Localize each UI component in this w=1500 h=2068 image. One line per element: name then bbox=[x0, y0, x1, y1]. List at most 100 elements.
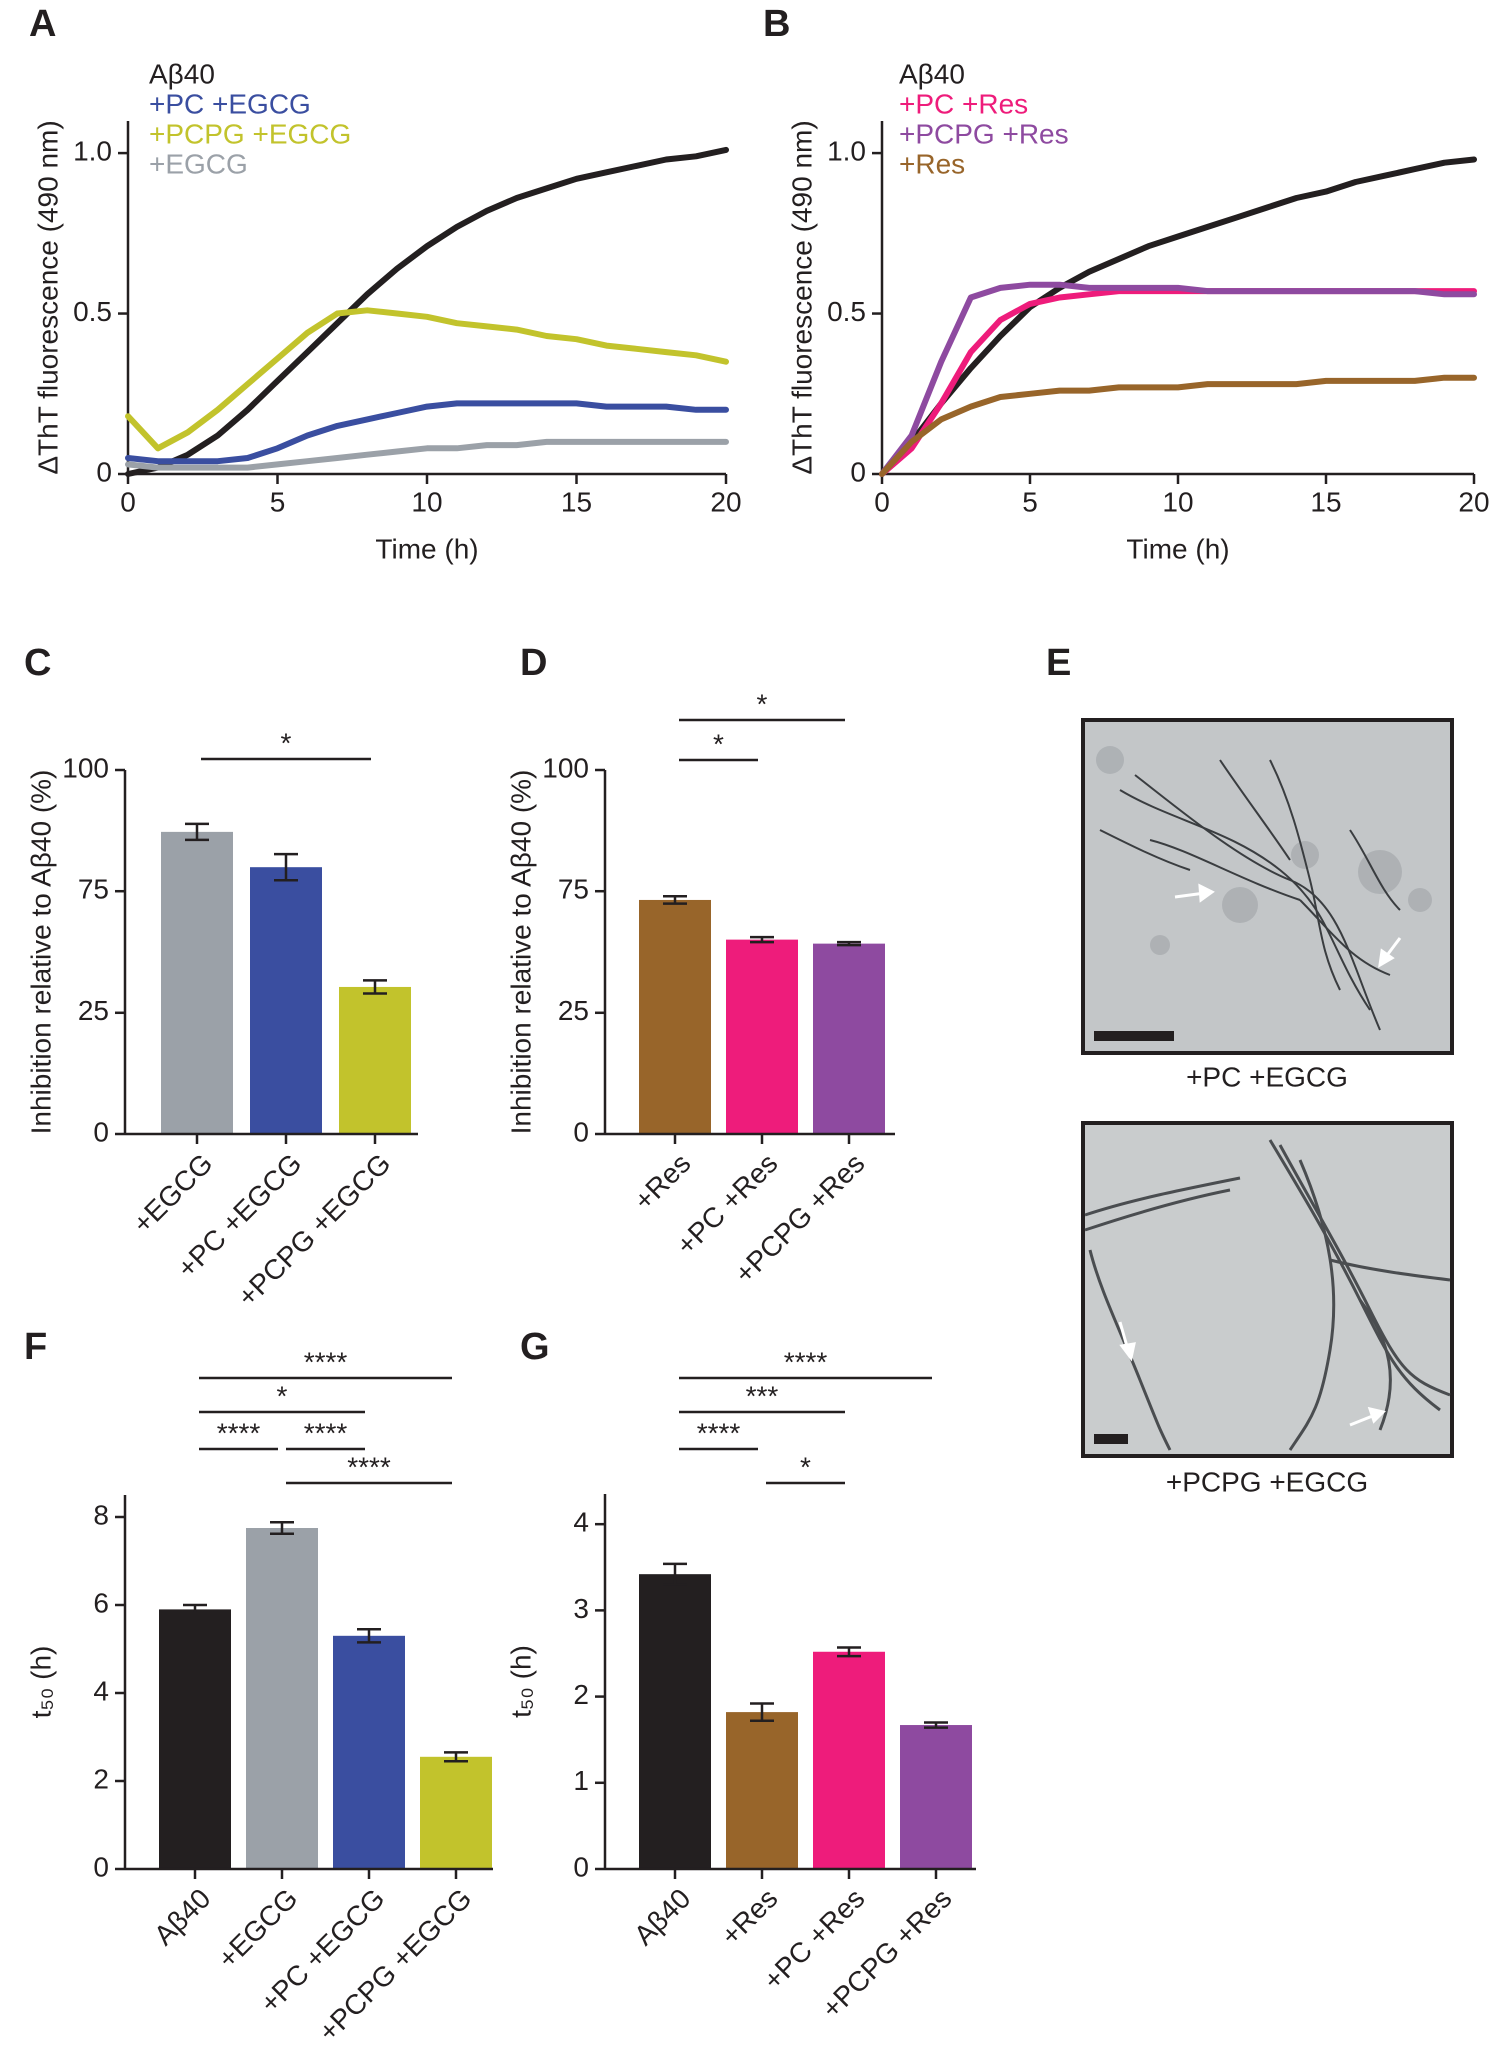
significance-label: **** bbox=[697, 1417, 741, 1448]
y-tick-label: 100 bbox=[62, 752, 109, 783]
y-tick-label: 2 bbox=[93, 1763, 109, 1794]
y-tick-label: 0.5 bbox=[73, 296, 112, 327]
panel-label: B bbox=[763, 3, 790, 45]
x-axis-label: Time (h) bbox=[375, 533, 478, 564]
y-tick-label: 6 bbox=[93, 1587, 109, 1618]
panel-label: E bbox=[1046, 642, 1071, 684]
x-tick-label: 20 bbox=[1458, 486, 1489, 517]
y-axis-label: ΔThT fluorescence (490 nm) bbox=[32, 120, 63, 474]
y-tick-label: 25 bbox=[558, 995, 589, 1026]
line-series bbox=[879, 374, 1477, 477]
bar bbox=[333, 1635, 405, 1869]
x-tick-label: 0 bbox=[874, 486, 890, 517]
legend-label: +Res bbox=[899, 148, 965, 179]
y-tick-label: 1 bbox=[573, 1765, 589, 1796]
x-tick-label: +Res bbox=[628, 1148, 697, 1217]
bar bbox=[420, 1756, 492, 1869]
significance-label: **** bbox=[347, 1451, 391, 1482]
bar bbox=[639, 1574, 711, 1869]
legend-label: +PCPG +Res bbox=[899, 118, 1069, 149]
error-bar bbox=[663, 895, 687, 905]
bar bbox=[159, 1609, 231, 1869]
bar bbox=[246, 1528, 318, 1869]
x-tick-label: 10 bbox=[1162, 486, 1193, 517]
panel-label: A bbox=[29, 3, 56, 45]
significance-label: **** bbox=[784, 1346, 828, 1377]
panel-label: F bbox=[24, 1326, 47, 1368]
x-tick-label: 10 bbox=[411, 486, 442, 517]
significance-label: * bbox=[713, 728, 724, 759]
y-axis-label: ΔThT fluorescence (490 nm) bbox=[786, 120, 817, 474]
bar bbox=[639, 899, 711, 1134]
significance-label: **** bbox=[217, 1417, 261, 1448]
panel-label: D bbox=[520, 642, 547, 684]
legend-label: +EGCG bbox=[149, 148, 248, 179]
line-series bbox=[125, 146, 729, 477]
legend-label: +PC +EGCG bbox=[149, 88, 311, 119]
significance-label: * bbox=[281, 727, 292, 758]
x-tick-label: 15 bbox=[1310, 486, 1341, 517]
error-bar bbox=[750, 1702, 774, 1722]
y-tick-label: 0 bbox=[93, 1116, 109, 1147]
legend-label: +PCPG +EGCG bbox=[149, 118, 351, 149]
micrograph bbox=[1081, 718, 1454, 1055]
y-tick-label: 25 bbox=[78, 995, 109, 1026]
legend-label: +PC +Res bbox=[899, 88, 1028, 119]
bar bbox=[900, 1725, 972, 1869]
y-axis-label: t₅₀ (h) bbox=[505, 1645, 536, 1718]
y-tick-label: 4 bbox=[93, 1675, 109, 1706]
y-tick-label: 100 bbox=[542, 752, 589, 783]
legend-label: Aβ40 bbox=[149, 58, 215, 89]
y-tick-label: 2 bbox=[573, 1679, 589, 1710]
panel-label: C bbox=[24, 642, 51, 684]
error-bar bbox=[363, 979, 387, 995]
y-tick-label: 0 bbox=[573, 1116, 589, 1147]
x-tick-label: Aβ40 bbox=[628, 1883, 697, 1952]
bar bbox=[726, 1712, 798, 1869]
x-tick-label: 15 bbox=[561, 486, 592, 517]
x-tick-label: +EGCG bbox=[127, 1148, 219, 1240]
error-bar bbox=[274, 852, 298, 882]
bar bbox=[726, 939, 798, 1134]
x-axis-label: Time (h) bbox=[1126, 533, 1229, 564]
line-series bbox=[125, 438, 729, 471]
error-bar bbox=[357, 1627, 381, 1644]
error-bar bbox=[185, 822, 209, 842]
error-bar bbox=[444, 1751, 468, 1763]
x-tick-label: Aβ40 bbox=[148, 1883, 217, 1952]
error-bar bbox=[750, 935, 774, 944]
significance-label: **** bbox=[304, 1417, 348, 1448]
x-tick-label: +PCPG +EGCG bbox=[232, 1148, 397, 1313]
y-tick-label: 0 bbox=[93, 1851, 109, 1882]
x-tick-label: +PCPG +EGCG bbox=[313, 1883, 478, 2048]
y-tick-label: 4 bbox=[573, 1507, 589, 1538]
image-caption: +PCPG +EGCG bbox=[1166, 1466, 1368, 1497]
x-tick-label: 0 bbox=[120, 486, 136, 517]
x-tick-label: 5 bbox=[1022, 486, 1038, 517]
error-bar bbox=[183, 1603, 207, 1616]
significance-label: * bbox=[757, 688, 768, 719]
error-bar bbox=[924, 1721, 948, 1729]
y-tick-label: 1.0 bbox=[73, 135, 112, 166]
y-tick-label: 0 bbox=[96, 456, 112, 487]
line-series bbox=[879, 281, 1477, 477]
micrograph bbox=[1081, 1121, 1454, 1458]
error-bar bbox=[837, 1646, 861, 1658]
y-tick-label: 0.5 bbox=[827, 296, 866, 327]
y-axis-label: t₅₀ (h) bbox=[25, 1646, 56, 1719]
significance-label: **** bbox=[304, 1346, 348, 1377]
y-tick-label: 75 bbox=[78, 874, 109, 905]
bar bbox=[813, 943, 885, 1134]
error-bar bbox=[663, 1562, 687, 1586]
panel-label: G bbox=[520, 1326, 550, 1368]
significance-label: *** bbox=[746, 1380, 779, 1411]
significance-label: * bbox=[800, 1451, 811, 1482]
bar bbox=[813, 1651, 885, 1869]
bar bbox=[250, 867, 322, 1134]
y-tick-label: 0 bbox=[850, 456, 866, 487]
y-tick-label: 0 bbox=[573, 1851, 589, 1882]
x-tick-label: 20 bbox=[710, 486, 741, 517]
legend-label: Aβ40 bbox=[899, 58, 965, 89]
